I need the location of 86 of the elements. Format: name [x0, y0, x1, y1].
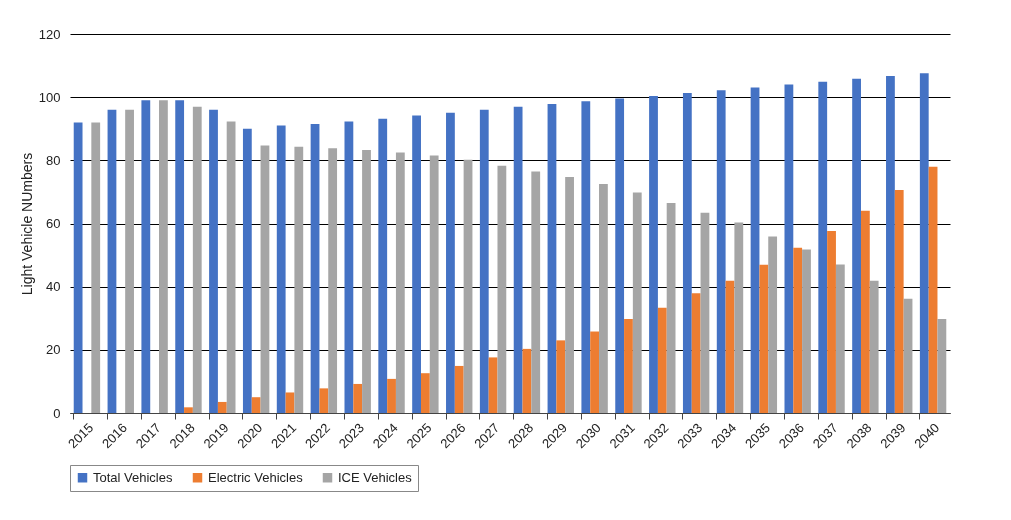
bar [276, 125, 286, 413]
bar [700, 212, 710, 413]
bar [395, 152, 405, 413]
y-tick-label: 0 [53, 405, 61, 421]
bar [531, 171, 541, 413]
bar [734, 222, 744, 413]
bar [725, 280, 735, 413]
y-tick-label: 120 [38, 26, 61, 42]
bar [937, 318, 947, 413]
y-tick-label: 20 [46, 342, 61, 358]
bar [581, 101, 591, 413]
bar [91, 122, 101, 413]
legend-label: Total Vehicles [93, 469, 173, 485]
bar [412, 115, 421, 413]
bar [310, 124, 320, 413]
bar [362, 149, 371, 413]
bar [125, 109, 134, 413]
bar [141, 100, 151, 413]
bar [860, 210, 870, 413]
bar [894, 190, 904, 413]
bar [328, 148, 338, 413]
bar [759, 264, 769, 413]
bar [420, 373, 430, 413]
bar [624, 318, 633, 413]
y-tick-label: 80 [46, 152, 61, 168]
y-axis-title: Light Vehicle NUmbers [18, 152, 35, 296]
bar [479, 109, 489, 413]
bar [387, 378, 396, 413]
bar [750, 87, 760, 413]
bar [768, 236, 778, 413]
bar [590, 331, 600, 413]
bar [666, 202, 676, 413]
bar [73, 122, 83, 413]
bar [869, 280, 879, 413]
bar [344, 121, 354, 413]
bar [716, 90, 726, 413]
bar [852, 78, 861, 413]
bar [285, 392, 295, 413]
bar [226, 121, 236, 413]
bar [497, 165, 507, 413]
bar [209, 109, 218, 413]
bar [556, 340, 566, 413]
bar [353, 383, 363, 413]
bar [184, 407, 193, 413]
bar [488, 357, 498, 413]
bar [802, 249, 811, 413]
bar [429, 155, 439, 413]
bar [217, 401, 227, 413]
bar [784, 84, 794, 413]
bar [159, 100, 168, 413]
bar [192, 106, 202, 413]
bar [793, 247, 803, 413]
bar [107, 109, 117, 413]
bar [446, 112, 455, 413]
bar [251, 397, 261, 413]
bar [565, 177, 574, 413]
bar [818, 81, 828, 413]
bar [827, 231, 836, 413]
bar [599, 184, 608, 413]
y-tick-label: 60 [46, 216, 61, 231]
legend-label: Electric Vehicles [208, 469, 304, 485]
bar [547, 104, 557, 413]
bar [615, 98, 625, 413]
bar [886, 76, 895, 413]
y-tick-label: 40 [46, 279, 61, 295]
bar [682, 93, 692, 413]
bar [903, 298, 913, 413]
bar [522, 348, 532, 413]
bar [242, 128, 252, 413]
bar [657, 307, 667, 413]
legend-label: ICE Vehicles [338, 469, 413, 485]
bar [463, 159, 473, 413]
bar [319, 388, 329, 413]
y-tick-label: 100 [38, 89, 61, 105]
bar [378, 118, 388, 413]
bar [835, 264, 845, 413]
bar [513, 106, 523, 413]
bar [454, 365, 464, 413]
bar [649, 95, 658, 413]
bar [691, 293, 701, 413]
bar [928, 166, 938, 413]
bar [919, 73, 929, 413]
bar [632, 192, 642, 413]
bar [294, 146, 304, 413]
bar [175, 100, 185, 413]
bar [260, 145, 270, 413]
